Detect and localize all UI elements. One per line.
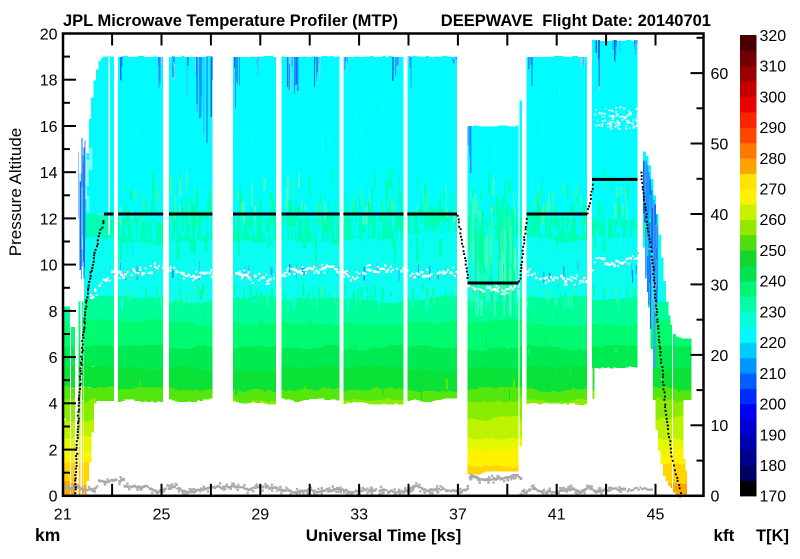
svg-text:290: 290 <box>760 120 787 137</box>
svg-text:320: 320 <box>760 28 787 45</box>
svg-text:kft: kft <box>714 526 735 545</box>
svg-text:260: 260 <box>760 212 787 229</box>
svg-text:DEEPWAVE Flight Date: 2014070: DEEPWAVE Flight Date: 20140701 <box>441 12 711 30</box>
svg-text:210: 210 <box>760 366 787 383</box>
svg-text:20: 20 <box>711 348 729 365</box>
svg-text:21: 21 <box>54 507 72 524</box>
svg-text:250: 250 <box>760 243 787 260</box>
svg-text:12: 12 <box>40 211 58 228</box>
svg-text:16: 16 <box>40 119 58 136</box>
svg-text:30: 30 <box>711 277 729 294</box>
svg-text:270: 270 <box>760 182 787 199</box>
svg-text:37: 37 <box>449 507 467 524</box>
svg-text:280: 280 <box>760 151 787 168</box>
svg-text:4: 4 <box>49 396 58 413</box>
svg-text:10: 10 <box>40 258 58 275</box>
svg-text:200: 200 <box>760 397 787 414</box>
svg-text:20: 20 <box>40 26 58 43</box>
svg-text:10: 10 <box>711 418 729 435</box>
svg-text:190: 190 <box>760 427 787 444</box>
svg-text:Pressure Altitude: Pressure Altitude <box>6 128 25 257</box>
svg-text:18: 18 <box>40 73 58 90</box>
svg-text:220: 220 <box>760 335 787 352</box>
svg-text:0: 0 <box>711 489 720 506</box>
svg-text:230: 230 <box>760 304 787 321</box>
svg-text:170: 170 <box>760 489 787 506</box>
svg-text:33: 33 <box>350 507 368 524</box>
svg-text:8: 8 <box>49 304 58 321</box>
svg-text:T[K]: T[K] <box>756 527 789 545</box>
svg-text:14: 14 <box>40 165 58 182</box>
svg-text:40: 40 <box>711 207 729 224</box>
svg-text:29: 29 <box>251 507 269 524</box>
svg-text:45: 45 <box>647 507 665 524</box>
svg-text:6: 6 <box>49 350 58 367</box>
svg-text:25: 25 <box>153 507 171 524</box>
svg-text:180: 180 <box>760 458 787 475</box>
svg-text:0: 0 <box>49 489 58 506</box>
svg-text:50: 50 <box>711 136 729 153</box>
svg-text:300: 300 <box>760 89 787 106</box>
svg-text:Universal Time [ks]: Universal Time [ks] <box>306 526 462 545</box>
svg-text:41: 41 <box>548 507 566 524</box>
svg-text:2: 2 <box>49 443 58 460</box>
svg-text:240: 240 <box>760 274 787 291</box>
svg-text:JPL Microwave Temperature Prof: JPL Microwave Temperature Profiler (MTP) <box>63 12 398 30</box>
svg-text:km: km <box>35 525 60 545</box>
svg-text:60: 60 <box>711 66 729 83</box>
svg-text:310: 310 <box>760 59 787 76</box>
